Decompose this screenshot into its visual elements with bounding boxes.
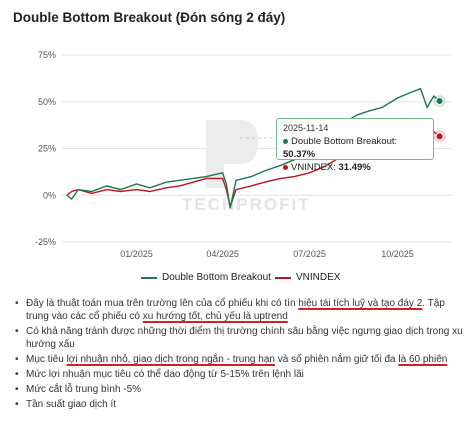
note-item: Có khả năng tránh được những thời điểm t…: [14, 325, 464, 351]
end-point-marker[interactable]: [435, 97, 444, 106]
tooltip-row-strategy: Double Bottom Breakout: 50.37%: [283, 135, 427, 161]
end-point-marker[interactable]: [435, 132, 444, 141]
note-text: Mức lợi nhuận mục tiêu có thể dao động t…: [26, 369, 304, 380]
note-text: Mục tiêu: [26, 354, 67, 365]
legend-item-strategy[interactable]: Double Bottom Breakout: [141, 272, 271, 283]
x-tick-label: 10/2025: [381, 249, 414, 259]
tooltip-vnindex-value: 31.49%: [338, 162, 371, 173]
note-highlight: xu hướng tốt, chủ yếu là uptrend: [142, 311, 288, 322]
note-item: Mức cắt lỗ trung bình -5%: [14, 383, 464, 396]
note-item: Mục tiêu lợi nhuận nhỏ, giao dịch trong …: [14, 353, 464, 366]
x-tick-label: 01/2025: [120, 249, 153, 259]
chart-title: Double Bottom Breakout (Đón sóng 2 đáy): [13, 10, 286, 25]
watermark-text: TECHPROFIT: [182, 195, 311, 214]
tooltip-date: 2025-11-14: [283, 123, 329, 133]
note-text: và số phiên nắm giữ tối đa: [274, 354, 399, 365]
note-text: Mức cắt lỗ trung bình -5%: [26, 384, 142, 395]
x-tick-label: 07/2025: [293, 249, 326, 259]
legend-vnindex-swatch: [275, 276, 291, 279]
x-tick-label: 04/2025: [206, 249, 239, 259]
tooltip-row-vnindex: VNINDEX: 31.49%: [283, 161, 427, 174]
notes-list: Đây là thuật toán mua trên trường lên củ…: [14, 297, 464, 413]
watermark-logo-icon: [206, 120, 258, 188]
tooltip: 2025-11-14 Double Bottom Breakout: 50.37…: [276, 118, 434, 173]
tooltip-strategy-label: Double Bottom Breakout:: [291, 136, 398, 147]
y-tick-label: 75%: [38, 50, 56, 60]
y-tick-label: 50%: [38, 97, 56, 107]
note-highlight: lợi nhuận nhỏ, giao dịch trong ngắn - tr…: [66, 354, 275, 365]
y-tick-label: 25%: [38, 144, 56, 154]
strategy-dot-icon: [283, 138, 288, 144]
note-text: . Tập trung vào các cổ phiếu có: [26, 298, 445, 322]
tooltip-vnindex-label: VNINDEX:: [291, 162, 339, 173]
note-text: Có khả năng tránh được những thời điểm t…: [26, 326, 463, 350]
y-tick-label: 0%: [43, 190, 56, 200]
y-tick-label: -25%: [35, 237, 56, 247]
note-text: Tần suất giao dịch ít: [26, 399, 117, 410]
legend-strategy-swatch: [141, 276, 157, 279]
note-text: Đây là thuật toán mua trên trường lên củ…: [26, 298, 299, 309]
note-highlight: là 60 phiên: [398, 354, 448, 365]
legend-item-vnindex[interactable]: VNINDEX: [275, 272, 340, 283]
note-item: Đây là thuật toán mua trên trường lên củ…: [14, 297, 464, 323]
legend-vnindex-label: VNINDEX: [296, 272, 341, 283]
note-item: Mức lợi nhuận mục tiêu có thể dao động t…: [14, 368, 464, 381]
note-item: Tần suất giao dịch ít: [14, 398, 464, 411]
strategy-line[interactable]: [66, 87, 441, 209]
legend-strategy-label: Double Bottom Breakout: [162, 272, 271, 283]
tooltip-strategy-value: 50.37%: [283, 149, 316, 160]
note-highlight: hiệu tái tích luỹ và tạo đáy 2: [298, 298, 423, 309]
vnindex-dot-icon: [283, 164, 288, 170]
